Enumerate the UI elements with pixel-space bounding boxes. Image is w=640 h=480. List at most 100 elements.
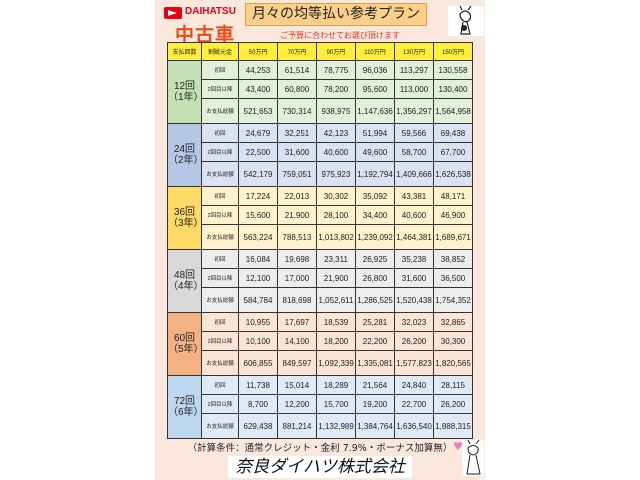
amount-cell: 38,852: [433, 249, 473, 269]
table-row: 60回 （5年） 初回 10,955 17,697 18,539 25,281 32,023 3…: [167, 312, 473, 376]
installment-count: 36回: [173, 207, 196, 218]
installment-count-cell: 60回 （5年）: [167, 312, 204, 376]
installment-count-cell: 36回 （3年）: [167, 186, 204, 250]
amount-cell: 584,784: [238, 287, 278, 313]
subtitle: ご予算に合わせてお選び頂けます: [280, 31, 400, 40]
amount-cell: 40,600: [394, 205, 434, 225]
daihatsu-logo-icon: [164, 7, 182, 19]
amount-cell: 42,123: [316, 123, 356, 143]
amount-cell: 31,600: [277, 142, 317, 162]
calculation-conditions: （計算条件：通常クレジット・金利 7.9%・ボーナス加算無）: [187, 443, 453, 454]
amount-cell: 51,994: [355, 123, 395, 143]
amount-cell: 23,311: [316, 249, 356, 269]
amount-cell: 1,409,666: [394, 161, 434, 187]
column-header: 70万円: [277, 42, 317, 61]
amount-cell: 1,689,671: [433, 224, 473, 250]
amount-cell: 44,253: [238, 60, 278, 80]
amount-cell: 818,698: [277, 287, 317, 313]
installment-count: 60回: [173, 333, 196, 344]
amount-cell: 1,286,525: [355, 287, 395, 313]
amount-cell: 18,539: [316, 312, 356, 332]
amount-cell: 10,955: [238, 312, 278, 332]
amount-cell: 96,036: [355, 60, 395, 80]
amount-cell: 15,700: [316, 394, 356, 414]
row-label: 初回: [201, 249, 239, 269]
table-row: お支払総額 521,653 730,314 938,975 1,147,636 1,356…: [168, 98, 473, 124]
amount-cell: 95,600: [355, 79, 395, 99]
table-row: 2回目以降 8,700 12,200 15,700 19,200 22,700 26,200: [168, 394, 473, 414]
amount-cell: 28,100: [316, 205, 356, 225]
amount-cell: 32,023: [394, 312, 434, 332]
amount-cell: 28,115: [433, 375, 473, 395]
amount-cell: 15,600: [238, 205, 278, 225]
table-row: 12回 （1年） 初回 44,253 61,514 78,775 96,036 113,297…: [167, 60, 473, 124]
amount-cell: 1,820,565: [433, 350, 473, 376]
amount-cell: 78,775: [316, 60, 356, 80]
row-label: 初回: [201, 60, 239, 80]
amount-cell: 21,564: [355, 375, 395, 395]
amount-cell: 18,289: [316, 375, 356, 395]
amount-cell: 34,400: [355, 205, 395, 225]
row-label: 初回: [201, 312, 239, 332]
amount-cell: 1,147,636: [355, 98, 395, 124]
amount-cell: 759,051: [277, 161, 317, 187]
brand-name: DAIHATSU: [185, 6, 236, 17]
amount-cell: 1,092,339: [316, 350, 356, 376]
amount-cell: 542,179: [238, 161, 278, 187]
column-header: 150万円: [433, 42, 473, 61]
installment-count-cell: 12回 （1年）: [167, 60, 204, 124]
amount-cell: 1,564,958: [433, 98, 473, 124]
company-name: 奈良ダイハツ株式会社: [228, 456, 412, 478]
table-row: お支払総額 542,179 759,051 975,923 1,192,794 1,409…: [168, 161, 473, 187]
amount-cell: 1,888,315: [433, 413, 473, 439]
table-row: 2回目以降 12,100 17,000 21,900 26,800 31,600 36,50…: [168, 268, 473, 288]
amount-cell: 113,000: [394, 79, 434, 99]
table-row: お支払総額 606,855 849,597 1,092,339 1,335,081 1,5…: [168, 350, 473, 376]
amount-cell: 1,356,297: [394, 98, 434, 124]
table-row: 2回目以降 10,100 14,100 18,200 22,200 26,200 30,30…: [168, 331, 473, 351]
amount-cell: 730,314: [277, 98, 317, 124]
amount-cell: 24,679: [238, 123, 278, 143]
installment-years: （3年）: [168, 218, 204, 229]
amount-cell: 67,700: [433, 142, 473, 162]
installment-count: 48回: [173, 270, 196, 281]
amount-cell: 10,100: [238, 331, 278, 351]
row-label: 初回: [201, 375, 239, 395]
row-label: 初回: [201, 123, 239, 143]
amount-cell: 24,840: [394, 375, 434, 395]
table-row: 24回 （2年） 初回 24,679 32,251 42,123 51,994 59,566 6…: [167, 123, 473, 187]
amount-cell: 78,200: [316, 79, 356, 99]
amount-cell: 25,281: [355, 312, 395, 332]
amount-cell: 1,192,794: [355, 161, 395, 187]
amount-cell: 1,754,352: [433, 287, 473, 313]
amount-cell: 14,100: [277, 331, 317, 351]
amount-cell: 35,238: [394, 249, 434, 269]
column-header: 支払回数: [167, 42, 202, 61]
amount-cell: 1,335,081: [355, 350, 395, 376]
table-row: 72回 （6年） 初回 11,738 15,014 18,289 21,564 24,840 2…: [167, 375, 473, 439]
amount-cell: 26,200: [433, 394, 473, 414]
row-label: 2回目以降: [201, 142, 239, 162]
deer-mascot-icon: [462, 439, 484, 476]
amount-cell: 849,597: [277, 350, 317, 376]
row-label: 2回目以降: [201, 79, 239, 99]
row-label: お支払総額: [201, 98, 239, 124]
column-header: 50万円: [238, 42, 278, 61]
amount-cell: 61,514: [277, 60, 317, 80]
page-title: 月々の均等払い参考プラン: [245, 3, 427, 26]
row-label: お支払総額: [201, 413, 239, 439]
table-row: 2回目以降 22,500 31,600 40,600 49,600 58,700 67,70…: [168, 142, 473, 162]
amount-cell: 18,200: [316, 331, 356, 351]
amount-cell: 16,084: [238, 249, 278, 269]
amount-cell: 938,975: [316, 98, 356, 124]
table-row: お支払総額 584,784 818,698 1,052,611 1,286,525 1,5…: [168, 287, 473, 313]
amount-cell: 629,438: [238, 413, 278, 439]
amount-cell: 1,626,538: [433, 161, 473, 187]
table-row: お支払総額 563,224 788,513 1,013,802 1,239,092 1,4…: [168, 224, 473, 250]
amount-cell: 19,698: [277, 249, 317, 269]
installment-years: （4年）: [168, 281, 204, 292]
amount-cell: 17,000: [277, 268, 317, 288]
amount-cell: 26,925: [355, 249, 395, 269]
amount-cell: 12,100: [238, 268, 278, 288]
amount-cell: 975,923: [316, 161, 356, 187]
